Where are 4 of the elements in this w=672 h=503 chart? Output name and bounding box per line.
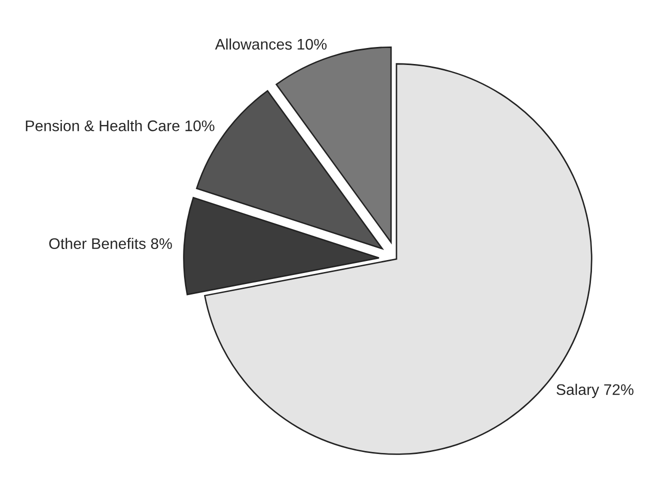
slice-label: Pension & Health Care 10% [26,120,214,132]
slice-label: Other Benefits 8% [49,238,172,250]
slice-label: Allowances 10% [215,38,327,50]
slice-label: Salary 72% [556,384,634,398]
